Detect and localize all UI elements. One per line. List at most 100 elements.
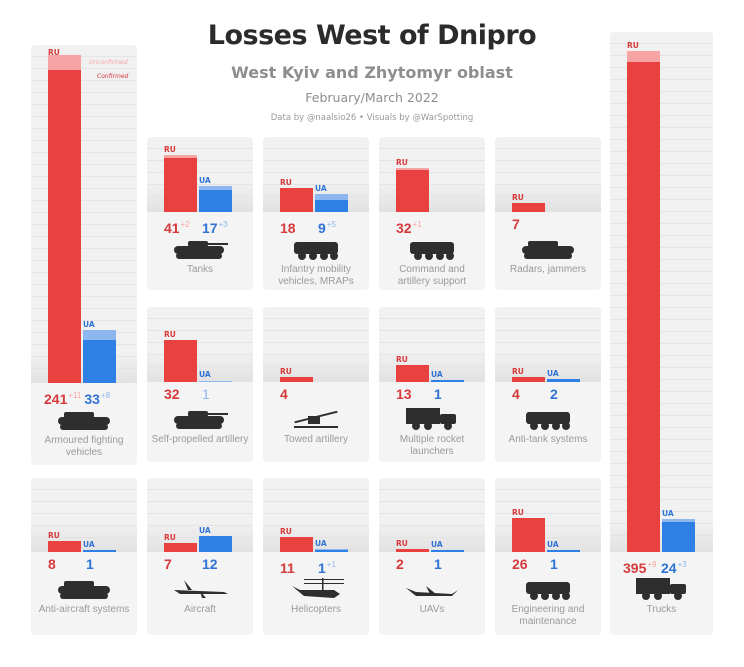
- chart-date: February/March 2022: [305, 90, 439, 105]
- category-panel: 18 9+5 RU UA Infantry mobility vehicles, MRA…: [263, 137, 369, 290]
- ua-tag: UA: [199, 370, 211, 379]
- legend-confirmed: Confirmed: [97, 73, 129, 80]
- category-label: Anti-aircraft systems: [38, 604, 130, 615]
- value-row: 32 1: [164, 386, 210, 403]
- category-panel: 8 1 RU UA Anti-aircraft systems: [31, 478, 137, 635]
- ua-confirmed-count: 9: [318, 220, 326, 236]
- ru-confirmed-count: 32: [164, 386, 180, 402]
- ru-unconfirmed-bar: [396, 168, 429, 170]
- ua-confirmed-bar: [199, 189, 232, 212]
- ua-confirmed-bar: [315, 200, 348, 212]
- ru-value: 7: [164, 556, 202, 573]
- ua-confirmed-bar: [83, 340, 116, 383]
- ru-confirmed-bar: [512, 517, 545, 552]
- category-label: UAVs: [419, 604, 445, 615]
- category-panel: 2 1 RU UA UAVs: [379, 478, 485, 635]
- ru-unconfirmed-bar: [164, 155, 197, 158]
- category-panel: 7 12 RU UA Aircraft: [147, 478, 253, 635]
- value-row: 4: [280, 386, 318, 403]
- ua-confirmed-count: 1: [202, 386, 210, 402]
- category-panel: 41+2 17+3 RU UA Tanks: [147, 137, 253, 290]
- jet-icon: [169, 576, 231, 606]
- ua-confirmed-count: 2: [550, 386, 558, 402]
- category-label: Helicopters: [290, 604, 342, 615]
- ru-confirmed-bar: [164, 339, 197, 382]
- ru-unconfirmed-count: +9: [647, 560, 657, 569]
- ru-unconfirmed-count: +11: [68, 391, 82, 400]
- ru-value: 18: [280, 220, 318, 237]
- ua-value: 17+3: [202, 216, 228, 237]
- ua-confirmed-bar: [83, 550, 116, 552]
- value-row: 395+9 24+3: [623, 556, 687, 577]
- ru-unconfirmed-count: +1: [412, 220, 422, 229]
- ua-tag: UA: [662, 508, 674, 518]
- mlrs-icon: [401, 406, 463, 436]
- sam-icon: [53, 576, 115, 606]
- ua-confirmed-count: 24: [661, 560, 677, 576]
- ua-tag: UA: [547, 369, 559, 379]
- ru-unconfirmed-bar: [627, 51, 660, 63]
- recovery-vehicle-icon: [517, 576, 579, 606]
- ua-confirmed-bar: [662, 522, 695, 552]
- ua-tag: UA: [315, 538, 327, 548]
- ru-tag: RU: [280, 178, 292, 188]
- baseline-shade: [495, 182, 601, 212]
- ua-confirmed-count: 1: [318, 560, 326, 576]
- value-row: 26 1: [512, 556, 558, 573]
- ru-confirmed-bar: [280, 376, 313, 382]
- ua-value: 1: [434, 386, 442, 403]
- ru-confirmed-count: 41: [164, 220, 180, 236]
- ru-confirmed-bar: [164, 542, 197, 552]
- ru-confirmed-count: 4: [512, 386, 520, 402]
- ru-tag: RU: [164, 329, 176, 339]
- category-panel: 395+9 24+3 RU UA Trucks: [610, 32, 713, 635]
- ru-tag: RU: [164, 145, 176, 155]
- value-row: 241+11 33+8: [44, 387, 110, 408]
- ua-confirmed-count: 1: [434, 386, 442, 402]
- spg-icon: [169, 406, 231, 436]
- ua-unconfirmed-count: +3: [677, 560, 687, 569]
- ru-confirmed-count: 4: [280, 386, 288, 402]
- category-panel: 11 1+1 RU UA Helicopters: [263, 478, 369, 635]
- chart-subtitle: West Kyiv and Zhytomyr oblast: [231, 63, 513, 82]
- ru-confirmed-count: 7: [512, 216, 520, 232]
- ru-value: 26: [512, 556, 550, 573]
- ru-confirmed-count: 32: [396, 220, 412, 236]
- gridlines: [610, 32, 713, 552]
- legend-unconfirmed: Unconfirmed: [89, 59, 128, 66]
- atgm-vehicle-icon: [517, 406, 579, 436]
- ru-value: 4: [280, 386, 318, 403]
- ru-value: 4: [512, 386, 550, 403]
- ru-confirmed-bar: [48, 69, 81, 383]
- ua-value: 1: [434, 556, 442, 573]
- ua-tag: UA: [83, 319, 95, 329]
- ua-value: 1: [202, 386, 210, 403]
- category-panel: 26 1 RU UA Engineering and maintenance: [495, 478, 601, 635]
- ua-value: 1: [86, 556, 94, 573]
- value-row: 18 9+5: [280, 216, 336, 237]
- ru-tag: RU: [164, 532, 176, 542]
- category-panel: 32 1 RU UA Self-propelled artillery: [147, 307, 253, 462]
- ru-confirmed-count: 13: [396, 386, 412, 402]
- category-label: Radars, jammers: [509, 264, 587, 275]
- ua-confirmed-bar: [199, 536, 232, 552]
- ru-confirmed-count: 8: [48, 556, 56, 572]
- ru-value: 395+9: [623, 556, 661, 577]
- ua-value: 1+1: [318, 556, 336, 577]
- ru-confirmed-count: 7: [164, 556, 172, 572]
- ua-confirmed-bar: [547, 550, 580, 552]
- category-label: Command and artillery support: [397, 264, 467, 287]
- ru-confirmed-count: 2: [396, 556, 404, 572]
- ru-value: 32+1: [396, 216, 434, 237]
- helicopter-icon: [285, 576, 347, 606]
- ru-confirmed-count: 11: [280, 560, 295, 576]
- category-panel: 241+11 33+8 RU UA Armoured fighting vehicles…: [31, 45, 137, 465]
- category-label: Multiple rocket launchers: [399, 434, 465, 457]
- ru-confirmed-bar: [512, 202, 545, 212]
- category-label: Anti-tank systems: [508, 434, 588, 445]
- value-row: 11 1+1: [280, 556, 336, 577]
- category-label: Infantry mobility vehicles, MRAPs: [278, 264, 354, 287]
- baseline-shade: [263, 352, 369, 382]
- ua-unconfirmed-count: +5: [326, 220, 336, 229]
